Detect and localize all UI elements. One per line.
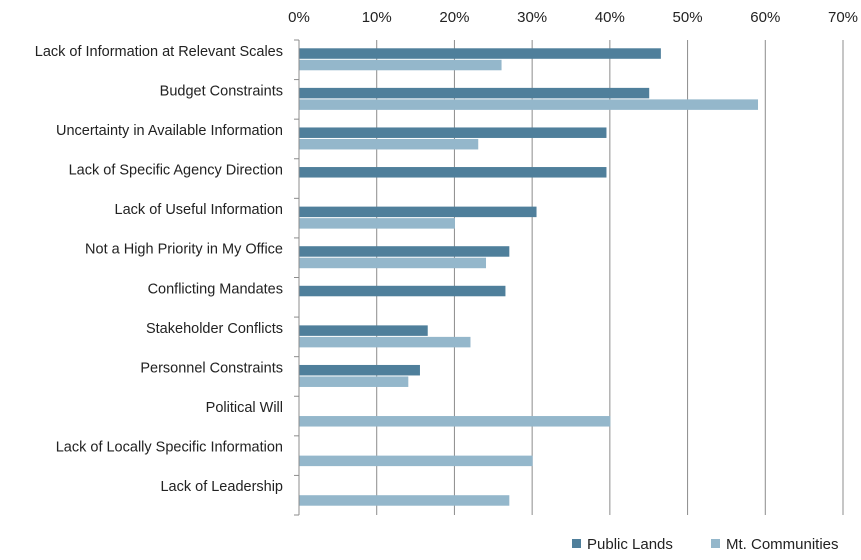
legend-swatch xyxy=(711,539,720,548)
category-label: Budget Constraints xyxy=(160,83,283,99)
legend-swatch xyxy=(572,539,581,548)
bar-public-lands xyxy=(299,206,537,218)
category-label: Lack of Useful Information xyxy=(115,202,283,218)
bar-mt-communities xyxy=(299,376,409,387)
x-tick-label: 50% xyxy=(673,9,703,26)
bar-public-lands xyxy=(299,87,650,99)
category-label: Uncertainty in Available Information xyxy=(56,123,283,139)
category-label: Lack of Specific Agency Direction xyxy=(69,163,283,179)
bar-mt-communities xyxy=(299,138,479,150)
x-tick-label: 60% xyxy=(750,9,780,26)
category-label: Lack of Information at Relevant Scales xyxy=(35,44,283,60)
category-label: Personnel Constraints xyxy=(140,360,283,376)
category-labels: Lack of Information at Relevant Scales Bu… xyxy=(35,39,299,516)
bar-mt-communities xyxy=(299,99,759,110)
bar-public-lands xyxy=(299,364,420,376)
bar-mt-communities xyxy=(299,59,502,71)
bar-mt-communities xyxy=(299,336,471,348)
category-label: Stakeholder Conflicts xyxy=(146,321,283,337)
legend-label: Public Lands xyxy=(587,536,673,553)
category-label: Not a High Priority in My Office xyxy=(85,242,283,258)
legend-label: Mt. Communities xyxy=(726,536,839,553)
category-label: Lack of Leadership xyxy=(160,479,283,495)
bars xyxy=(299,48,759,506)
x-tick-label: 70% xyxy=(828,9,858,26)
x-tick-label: 20% xyxy=(439,9,469,26)
bar-mt-communities xyxy=(299,416,611,427)
x-tick-label: 40% xyxy=(595,9,625,26)
bar-public-lands xyxy=(299,325,428,336)
category-label: Lack of Locally Specific Information xyxy=(56,440,283,456)
category-label: Political Will xyxy=(206,400,283,416)
category-label: Conflicting Mandates xyxy=(148,281,283,297)
bar-public-lands xyxy=(299,167,607,178)
bar-public-lands xyxy=(299,285,506,297)
gridlines xyxy=(298,40,844,515)
x-axis-ticks: 0% 10% 20% 30% 40% 50% 60% 70% xyxy=(288,9,858,26)
bar-public-lands xyxy=(299,127,607,138)
bar-public-lands xyxy=(299,48,661,59)
legend: Public Lands Mt. Communities xyxy=(572,536,839,553)
bar-public-lands xyxy=(299,246,510,257)
x-tick-label: 0% xyxy=(288,9,310,26)
bar-mt-communities xyxy=(299,495,510,506)
x-tick-label: 10% xyxy=(362,9,392,26)
bar-mt-communities xyxy=(299,257,487,269)
bar-mt-communities xyxy=(299,218,455,229)
bar-mt-communities xyxy=(299,455,533,467)
x-tick-label: 30% xyxy=(517,9,547,26)
